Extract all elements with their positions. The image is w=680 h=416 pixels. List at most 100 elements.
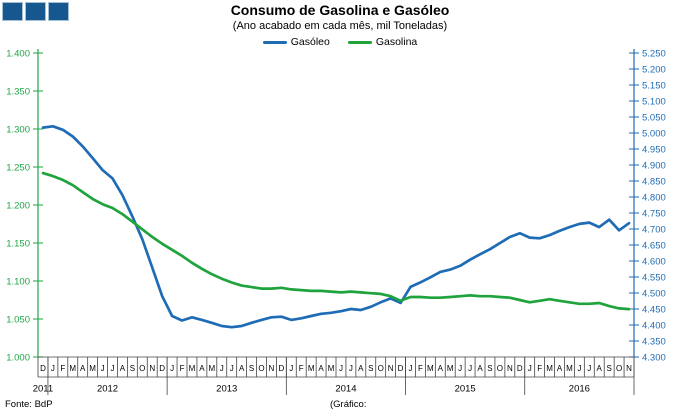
month-tick-label: A xyxy=(239,364,245,373)
month-tick-label: J xyxy=(289,364,293,373)
month-tick-label: J xyxy=(349,364,353,373)
month-tick-label: F xyxy=(537,364,542,373)
month-tick-label: J xyxy=(101,364,105,373)
month-tick-label: J xyxy=(230,364,234,373)
legend-item-gasoleo: Gasóleo xyxy=(262,36,330,48)
right-axis-tick-label: 4.500 xyxy=(642,289,666,300)
month-tick-label: N xyxy=(388,364,394,373)
month-tick-label: J xyxy=(51,364,55,373)
logo-square xyxy=(48,2,69,21)
left-axis-tick-label: 1.200 xyxy=(6,201,30,212)
month-tick-label: M xyxy=(308,364,315,373)
month-tick-label: O xyxy=(139,364,145,373)
right-axis: 5.250 5.200 5.150 5.100 5.050 5.000 4.950 4.900… xyxy=(629,49,666,364)
right-axis-tick-label: 4.900 xyxy=(642,161,666,172)
left-axis-tick-label: 1.100 xyxy=(6,277,30,288)
month-tick-label: F xyxy=(299,364,304,373)
month-tick-label: N xyxy=(507,364,513,373)
month-tick-label: S xyxy=(487,364,492,373)
year-axis: 2011 2012 2013 2014 2015 2016 xyxy=(33,357,635,395)
source-note: Fonte: BdP xyxy=(5,399,53,410)
month-tick-label: J xyxy=(468,364,472,373)
month-tick-label: M xyxy=(447,364,454,373)
right-axis-tick-label: 4.650 xyxy=(642,241,666,252)
right-axis-tick-label: 4.850 xyxy=(642,177,666,188)
month-tick-label: A xyxy=(358,364,364,373)
month-tick-label: D xyxy=(159,364,165,373)
month-tick-label: S xyxy=(130,364,135,373)
month-tick-label: N xyxy=(269,364,275,373)
month-tick-label: D xyxy=(517,364,523,373)
logo-square xyxy=(2,2,23,21)
right-axis-tick-label: 4.750 xyxy=(642,209,666,220)
gasoleo-line xyxy=(41,124,631,329)
right-axis-tick-label: 4.800 xyxy=(642,193,666,204)
month-tick-label: A xyxy=(318,364,324,373)
month-tick-label: M xyxy=(189,364,196,373)
right-axis-tick-label: 5.100 xyxy=(642,97,666,108)
month-tick-label: J xyxy=(220,364,224,373)
month-tick-label: O xyxy=(616,364,622,373)
logo xyxy=(2,2,69,21)
month-tick-label: S xyxy=(249,364,254,373)
year-tick-label: 2012 xyxy=(97,384,118,395)
month-tick-label: M xyxy=(546,364,553,373)
left-axis: 1.400 1.350 1.300 1.250 1.200 1.150 1.100 1.050… xyxy=(6,49,43,364)
right-axis-tick-label: 4.600 xyxy=(642,257,666,268)
left-axis-tick-label: 1.150 xyxy=(6,239,30,250)
month-tick-label: O xyxy=(497,364,503,373)
month-tick-label: N xyxy=(149,364,155,373)
right-axis-tick-label: 5.000 xyxy=(642,129,666,140)
legend-label-gasolina: Gasolina xyxy=(375,36,418,48)
left-axis-tick-label: 1.350 xyxy=(6,87,30,98)
month-tick-label: A xyxy=(80,364,86,373)
year-tick-label: 2013 xyxy=(216,384,237,395)
month-tick-label: F xyxy=(180,364,185,373)
month-tick-label: J xyxy=(409,364,413,373)
chart-subtitle: (Ano acabado em cada mês, mil Toneladas) xyxy=(232,20,448,32)
month-tick-label: O xyxy=(378,364,384,373)
year-tick-label: 2015 xyxy=(455,384,476,395)
month-tick-label: J xyxy=(528,364,532,373)
month-tick-label: D xyxy=(398,364,404,373)
month-tick-label: J xyxy=(587,364,591,373)
year-tick-label: 2011 xyxy=(33,384,53,395)
month-tick-label: A xyxy=(557,364,563,373)
left-axis-tick-label: 1.050 xyxy=(6,315,30,326)
month-tick-label: J xyxy=(339,364,343,373)
month-tick-label: A xyxy=(120,364,126,373)
gasolina-line-swatch-icon xyxy=(347,40,372,44)
right-axis-tick-label: 4.350 xyxy=(642,337,666,348)
month-tick-label: D xyxy=(278,364,284,373)
right-axis-tick-label: 5.150 xyxy=(642,81,666,92)
chart-title: Consumo de Gasolina e Gasóleo xyxy=(230,2,450,18)
right-axis-tick-label: 4.400 xyxy=(642,321,666,332)
right-axis-tick-label: 5.250 xyxy=(642,49,666,60)
month-tick-label: F xyxy=(60,364,65,373)
month-tick-label: M xyxy=(328,364,335,373)
logo-square xyxy=(25,2,46,21)
legend-label-gasoleo: Gasóleo xyxy=(290,36,330,48)
month-tick-label: M xyxy=(566,364,573,373)
left-axis-tick-label: 1.000 xyxy=(6,353,30,364)
month-tick-label: M xyxy=(208,364,215,373)
month-tick-label: S xyxy=(368,364,373,373)
month-tick-label: O xyxy=(258,364,264,373)
gasoleo-line-swatch-icon xyxy=(262,40,287,44)
right-axis-tick-label: 4.950 xyxy=(642,145,666,156)
month-tick-label: J xyxy=(111,364,115,373)
month-tick-label: A xyxy=(477,364,483,373)
month-tick-label: A xyxy=(597,364,603,373)
legend-item-gasolina: Gasolina xyxy=(347,36,418,48)
right-axis-tick-label: 4.550 xyxy=(642,273,666,284)
month-tick-label: M xyxy=(427,364,434,373)
month-tick-label: A xyxy=(199,364,205,373)
left-axis-tick-label: 1.250 xyxy=(6,163,30,174)
right-axis-tick-label: 5.200 xyxy=(642,65,666,76)
month-tick-label: J xyxy=(458,364,462,373)
month-tick-label: S xyxy=(606,364,611,373)
year-tick-label: 2016 xyxy=(569,384,590,395)
year-tick-label: 2014 xyxy=(335,384,356,395)
left-axis-tick-label: 1.300 xyxy=(6,125,30,136)
